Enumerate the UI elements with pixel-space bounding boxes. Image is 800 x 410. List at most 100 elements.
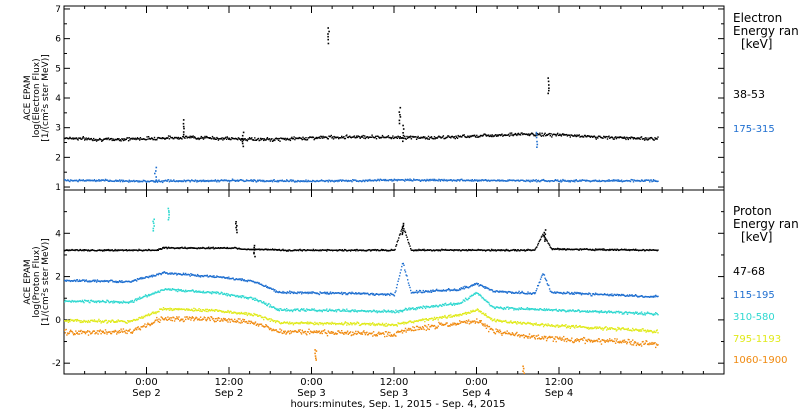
data-point	[329, 309, 332, 312]
data-point	[634, 137, 636, 139]
data-point	[117, 319, 119, 321]
data-point	[136, 180, 138, 182]
data-point	[585, 311, 587, 313]
data-point	[405, 138, 407, 140]
data-point	[441, 136, 444, 138]
data-point	[293, 136, 295, 138]
data-point	[111, 319, 113, 321]
data-point	[473, 284, 475, 286]
data-point	[296, 292, 298, 295]
data-point	[125, 249, 127, 251]
data-point	[191, 308, 193, 311]
data-point	[361, 292, 364, 295]
data-point	[323, 322, 326, 324]
data-point	[551, 136, 553, 138]
data-point	[632, 138, 635, 140]
data-point	[142, 180, 144, 183]
data-point	[289, 250, 292, 252]
data-point	[355, 323, 358, 325]
data-point	[447, 249, 450, 251]
data-point	[640, 329, 642, 331]
data-point	[299, 310, 301, 312]
data-point	[431, 250, 433, 252]
data-point	[387, 250, 390, 252]
data-point	[242, 279, 244, 281]
data-point	[644, 249, 646, 252]
data-point	[134, 279, 136, 281]
data-point	[462, 301, 464, 303]
data-point	[616, 179, 618, 181]
data-point	[116, 281, 118, 284]
data-point	[275, 249, 277, 251]
data-point	[472, 135, 474, 137]
data-point	[420, 306, 422, 308]
data-point	[80, 329, 82, 332]
data-point	[322, 180, 324, 182]
data-point-spike	[153, 225, 155, 227]
data-point	[120, 249, 122, 251]
data-point-spike	[153, 218, 155, 221]
data-point	[423, 179, 425, 181]
data-point	[166, 272, 168, 274]
data-point	[294, 322, 297, 325]
data-point	[144, 139, 147, 141]
data-point	[174, 247, 176, 249]
data-point	[225, 294, 227, 296]
data-point	[422, 136, 424, 138]
data-point	[119, 301, 122, 304]
data-point	[337, 249, 339, 251]
data-point	[302, 292, 304, 294]
data-point	[403, 309, 405, 311]
data-point	[83, 279, 85, 281]
data-point	[145, 138, 148, 141]
data-point	[91, 332, 93, 334]
data-point-spike	[536, 133, 538, 136]
data-point	[546, 180, 548, 183]
data-point	[349, 310, 351, 312]
data-point	[293, 291, 295, 293]
data-point	[113, 249, 116, 252]
data-point	[366, 179, 368, 181]
data-point	[426, 137, 428, 139]
data-point	[319, 249, 321, 251]
data-point	[399, 136, 401, 138]
data-point	[184, 274, 186, 276]
data-point	[462, 249, 465, 251]
data-point	[72, 137, 74, 139]
data-point	[191, 290, 193, 292]
data-point	[324, 322, 326, 325]
data-point	[231, 178, 234, 180]
data-point	[107, 280, 109, 282]
data-point	[627, 138, 629, 141]
data-point	[629, 137, 632, 140]
data-point	[530, 308, 532, 311]
data-point	[562, 325, 564, 327]
data-point	[271, 140, 274, 142]
data-point	[489, 317, 491, 319]
data-point	[485, 287, 488, 289]
data-point	[560, 134, 562, 136]
data-point	[387, 309, 390, 312]
data-point	[312, 309, 315, 311]
data-point	[478, 310, 480, 313]
data-point	[285, 310, 287, 312]
data-point	[467, 136, 470, 138]
data-point	[348, 292, 350, 294]
data-point	[516, 323, 518, 325]
data-point	[351, 324, 353, 326]
data-point	[368, 324, 370, 326]
data-point	[372, 324, 375, 326]
data-point	[488, 180, 491, 182]
data-point	[130, 300, 132, 302]
data-point	[345, 310, 347, 312]
data-point	[465, 313, 468, 315]
data-point	[80, 300, 82, 303]
data-point	[271, 248, 274, 250]
y-tick-label: 0	[55, 316, 61, 326]
data-point	[328, 249, 330, 251]
data-point	[316, 310, 318, 313]
data-point	[125, 138, 127, 140]
data-point	[275, 308, 277, 311]
data-point	[228, 137, 231, 139]
data-point	[298, 180, 300, 182]
